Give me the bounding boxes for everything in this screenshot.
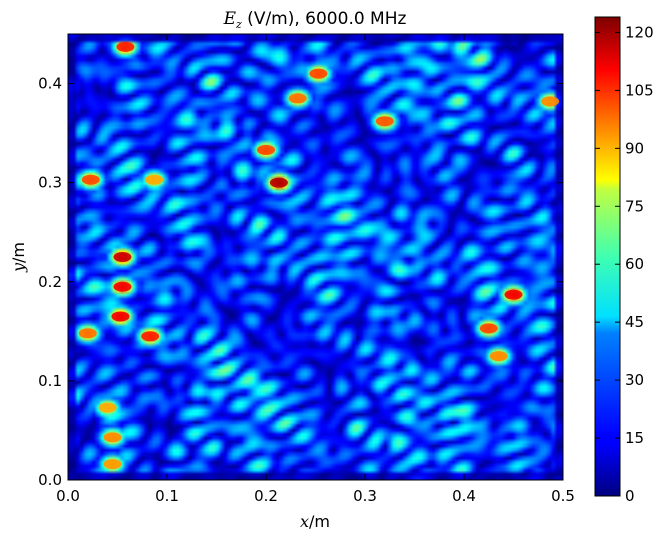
y-axis-label: y/m bbox=[9, 242, 28, 273]
hotspot-8 bbox=[145, 174, 164, 185]
hotspot-18 bbox=[98, 402, 117, 413]
hotspot-16 bbox=[489, 351, 508, 362]
colorbar-tick-label: 120 bbox=[625, 23, 654, 41]
hotspot-6 bbox=[269, 177, 288, 188]
hotspot-15 bbox=[479, 323, 498, 334]
x-tick-label: 0.4 bbox=[452, 487, 476, 505]
y-tick-label: 0.1 bbox=[38, 372, 62, 390]
chart-title: Ez (V/m), 6000.0 MHz bbox=[223, 9, 407, 31]
colorbar-ticks: 0 15 30 45 60 75 90 105 120 bbox=[595, 23, 654, 505]
colorbar-tick-label: 30 bbox=[625, 371, 644, 389]
heatmap-field bbox=[68, 34, 563, 480]
colorbar-tick-label: 45 bbox=[625, 313, 644, 331]
colorbar-tick-label: 90 bbox=[625, 139, 644, 157]
colorbar: 0 15 30 45 60 75 90 105 120 bbox=[594, 16, 654, 505]
hotspot-layer bbox=[78, 41, 560, 470]
x-tick-label: 0.1 bbox=[155, 487, 179, 505]
x-axis-label: x/m bbox=[300, 512, 330, 531]
hotspot-9 bbox=[113, 252, 132, 262]
colorbar-tick-label: 0 bbox=[625, 487, 635, 505]
plot-frame bbox=[67, 33, 564, 481]
hotspot-3 bbox=[288, 93, 307, 104]
y-tick-label: 0.4 bbox=[38, 75, 62, 93]
heatmap-plot-area bbox=[67, 33, 564, 481]
x-axis: 0.0 0.1 0.2 0.3 0.4 0.5 bbox=[56, 34, 575, 505]
hotspot-7 bbox=[81, 174, 100, 185]
hotspot-13 bbox=[141, 331, 160, 342]
colorbar-tick-label: 75 bbox=[625, 197, 644, 215]
hotspot-14 bbox=[78, 328, 97, 339]
y-tick-label: 0.2 bbox=[38, 273, 62, 291]
hotspot-0 bbox=[116, 41, 135, 52]
x-tick-label: 0.0 bbox=[56, 487, 80, 505]
y-axis: 0.0 0.1 0.2 0.3 0.4 bbox=[38, 75, 563, 489]
y-tick-label: 0.0 bbox=[38, 471, 62, 489]
hotspot-2 bbox=[541, 96, 560, 107]
colorbar-frame bbox=[594, 16, 621, 497]
hotspot-10 bbox=[113, 281, 132, 292]
hotspot-1 bbox=[309, 68, 328, 79]
y-tick-label: 0.3 bbox=[38, 174, 62, 192]
hotspot-17 bbox=[103, 432, 122, 443]
x-tick-label: 0.5 bbox=[551, 487, 575, 505]
colorbar-tick-label: 60 bbox=[625, 255, 644, 273]
x-tick-label: 0.2 bbox=[254, 487, 278, 505]
x-tick-label: 0.3 bbox=[353, 487, 377, 505]
colorbar-tick-label: 105 bbox=[625, 81, 654, 99]
hotspot-4 bbox=[375, 116, 394, 127]
colorbar-tick-label: 15 bbox=[625, 429, 644, 447]
hotspot-19 bbox=[103, 459, 122, 470]
hotspot-12 bbox=[111, 311, 130, 322]
colorbar-gradient bbox=[595, 17, 620, 496]
hotspot-11 bbox=[504, 289, 523, 300]
hotspot-5 bbox=[257, 144, 275, 155]
